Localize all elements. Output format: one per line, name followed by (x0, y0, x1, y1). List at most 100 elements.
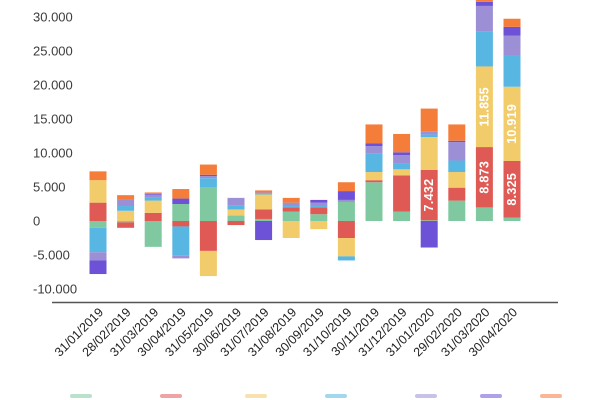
bar-segment (393, 163, 411, 170)
bar-segment (89, 227, 107, 253)
bar-segment (448, 140, 466, 143)
bar-segment (89, 252, 107, 261)
bar-segment (117, 221, 135, 223)
legend-swatch (245, 394, 267, 398)
bar-segment (227, 221, 245, 226)
bar-segment (144, 197, 162, 201)
bar-segment (365, 143, 383, 147)
bar-stack (503, 18, 521, 221)
data-label: 8.325 (505, 173, 519, 206)
bar-stack (337, 182, 355, 261)
bar-segment (255, 190, 273, 193)
y-tick-label: 30.000 (33, 10, 73, 25)
y-axis-ticks: -10.000 -5.000 0 5.000 10.000 15.000 20.000 25.… (33, 10, 77, 297)
bar-segment (172, 189, 190, 199)
bar-segment (393, 155, 411, 164)
bar-segment (420, 221, 438, 248)
y-tick-label: 15.000 (33, 112, 73, 127)
y-tick-label: 10.000 (33, 146, 73, 161)
bar-segment (144, 212, 162, 221)
bar-segment (172, 255, 190, 259)
bar-segment (503, 18, 521, 27)
legend-swatch (70, 394, 92, 398)
bar-stack (475, 0, 493, 221)
legend-swatch (540, 394, 562, 398)
bar-stack (282, 197, 300, 238)
bar-segment (144, 193, 162, 195)
bar-segment (393, 133, 411, 153)
bar-segment (365, 172, 383, 181)
legend-swatch (325, 394, 347, 398)
bar-stack (448, 124, 466, 221)
bar-segment (337, 191, 355, 200)
bar-segment (282, 197, 300, 203)
bar-segment (337, 199, 355, 202)
bar-segment (448, 172, 466, 188)
bar-segment (117, 206, 135, 211)
bar-segment (89, 171, 107, 181)
bar-segment (89, 202, 107, 221)
bar-segment (89, 260, 107, 275)
bar-segment (365, 146, 383, 154)
bar-segment (144, 194, 162, 198)
x-axis-ticks: 31/01/201928/02/201931/03/201930/04/2019… (52, 305, 520, 359)
bar-segment (337, 238, 355, 257)
bar-segment (365, 180, 383, 183)
bar-segment (503, 160, 521, 218)
data-label: 10.919 (505, 104, 519, 144)
bar-segment (503, 26, 521, 36)
bar-segment (282, 221, 300, 238)
bar-segment (365, 153, 383, 173)
bar-stack (117, 195, 135, 228)
bar-segment (448, 200, 466, 221)
bar-segment (475, 207, 493, 221)
bar-segment (393, 169, 411, 176)
bar-segment (420, 108, 438, 132)
bar-segment (144, 221, 162, 247)
bar-segment (503, 86, 521, 161)
bar-segment (227, 197, 245, 206)
bar-segment (337, 256, 355, 261)
bar-segment (199, 174, 217, 177)
bar-segment (475, 0, 493, 2)
bar-segment (199, 187, 217, 221)
bar-segment (199, 178, 217, 187)
legend (70, 394, 562, 398)
bar-stack (227, 197, 245, 226)
bar-segment (89, 221, 107, 228)
bar-segment (117, 199, 135, 207)
bar-segment (393, 175, 411, 212)
bar-stack (255, 190, 273, 241)
bar-segment (282, 207, 300, 212)
bar-segment (172, 204, 190, 221)
bar-segment (310, 207, 328, 215)
bar-segment (310, 214, 328, 221)
bar-stack (144, 192, 162, 247)
y-tick-label: -10.000 (33, 282, 77, 297)
bar-segment (475, 31, 493, 67)
bar-stacks (89, 0, 521, 277)
bar-segment (448, 124, 466, 141)
bar-segment (503, 217, 521, 221)
bar-segment (503, 55, 521, 87)
bar-segment (337, 221, 355, 238)
y-tick-label: 0 (33, 214, 40, 229)
y-tick-label: 20.000 (33, 78, 73, 93)
bar-segment (227, 215, 245, 221)
legend-swatch (480, 394, 502, 398)
bar-segment (144, 200, 162, 213)
bar-segment (420, 220, 438, 221)
bar-stack (89, 171, 107, 275)
bar-stack (172, 189, 190, 259)
bar-segment (199, 221, 217, 251)
legend-swatch (160, 394, 182, 398)
bar-segment (227, 209, 245, 216)
bar-segment (310, 202, 328, 207)
bar-segment (255, 194, 273, 210)
bar-segment (420, 134, 438, 138)
bar-segment (420, 169, 438, 221)
legend-swatch (415, 394, 437, 398)
bar-segment (199, 176, 217, 179)
bar-segment (117, 222, 135, 228)
